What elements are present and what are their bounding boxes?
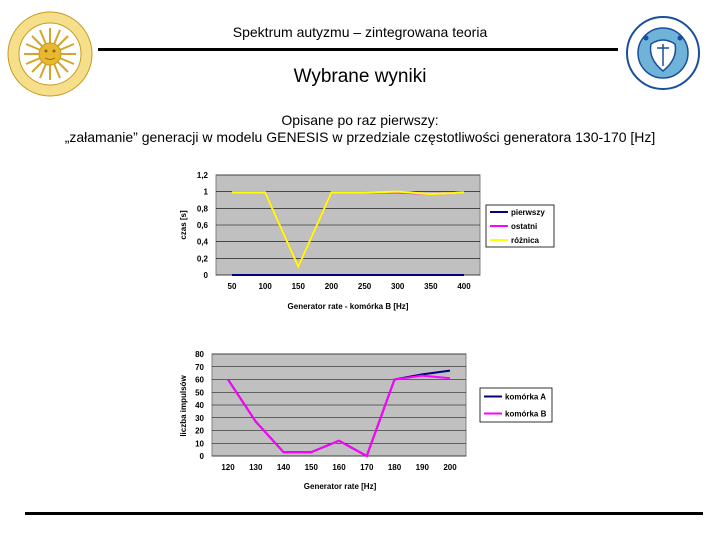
y-tick-label: 20	[195, 427, 204, 436]
y-tick-label: 70	[195, 363, 204, 372]
y-tick-label: 30	[195, 414, 204, 423]
x-tick-label: 350	[424, 282, 438, 291]
x-tick-label: 200	[443, 463, 457, 472]
y-tick-label: 0	[200, 452, 205, 461]
description-line-2: „załamanie” generacji w modelu GENESIS w…	[64, 129, 656, 145]
sun-seal-icon	[4, 8, 96, 100]
chart-impulsy: 0 10 20 30 40 50 60 70 80 120 130 140 150 160 170 180 1…	[170, 344, 560, 494]
x-tick-label: 170	[360, 463, 374, 472]
x-tick-label: 50	[228, 282, 237, 291]
y-tick-label: 0,4	[197, 238, 209, 247]
y-axis-label: liczba impulsów	[179, 375, 188, 437]
x-axis-label: Generator rate [Hz]	[304, 482, 377, 491]
y-tick-label: 10	[195, 439, 204, 448]
bottom-divider	[25, 512, 703, 515]
x-tick-label: 150	[292, 282, 306, 291]
y-tick-label: 60	[195, 376, 204, 385]
x-tick-label: 190	[416, 463, 430, 472]
y-tick-label: 0,6	[197, 221, 209, 230]
y-tick-label: 0	[204, 271, 209, 280]
umcs-seal-icon	[624, 14, 702, 92]
y-tick-label: 40	[195, 401, 204, 410]
x-tick-label: 130	[249, 463, 263, 472]
y-axis-label: czas [s]	[179, 210, 188, 240]
y-tick-label: 1,2	[197, 171, 209, 180]
chart-czas: 0 0,2 0,4 0,6 0,8 1 1,2 50 100 150 200 250 300 350 40…	[168, 165, 566, 315]
x-tick-label: 400	[457, 282, 471, 291]
legend-box	[479, 387, 553, 423]
y-tick-label: 0,8	[197, 204, 209, 213]
legend-label: ostatni	[511, 222, 537, 231]
x-tick-label: 180	[388, 463, 402, 472]
slide-title: Spektrum autyzmu – zintegrowana teoria	[232, 24, 488, 40]
section-heading: Wybrane wyniki	[293, 66, 427, 87]
legend-label: pierwszy	[511, 208, 545, 217]
x-tick-label: 250	[358, 282, 372, 291]
x-tick-label: 300	[391, 282, 405, 291]
legend-label: komórka B	[505, 410, 547, 419]
x-tick-label: 100	[258, 282, 272, 291]
x-tick-label: 120	[221, 463, 235, 472]
x-tick-label: 140	[277, 463, 291, 472]
legend-label: komórka A	[505, 393, 546, 402]
series-line	[227, 374, 451, 458]
x-tick-label: 160	[332, 463, 346, 472]
y-tick-label: 0,2	[197, 254, 209, 263]
legend-label: różnica	[511, 236, 540, 245]
title-divider	[98, 48, 618, 51]
description-line-1: Opisane po raz pierwszy:	[281, 112, 439, 128]
y-tick-label: 1	[204, 188, 209, 197]
x-axis-label: Generator rate - komórka B [Hz]	[288, 302, 409, 311]
y-tick-label: 50	[195, 388, 204, 397]
x-tick-label: 200	[325, 282, 339, 291]
series-line	[232, 190, 465, 270]
x-tick-label: 150	[305, 463, 319, 472]
y-tick-label: 80	[195, 350, 204, 359]
